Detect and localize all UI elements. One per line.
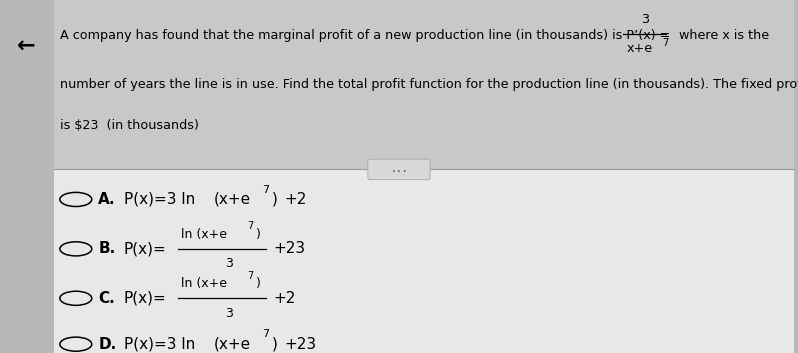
- Text: ln (x+e: ln (x+e: [181, 228, 227, 240]
- FancyBboxPatch shape: [368, 159, 430, 180]
- FancyBboxPatch shape: [54, 0, 794, 169]
- Text: P(x)=: P(x)=: [124, 241, 167, 256]
- Text: +2: +2: [284, 192, 306, 207]
- Text: ): ): [256, 277, 261, 290]
- Text: where x is the: where x is the: [679, 29, 769, 42]
- Text: 7: 7: [262, 185, 269, 195]
- Text: A company has found that the marginal profit of a new production line (in thousa: A company has found that the marginal pr…: [60, 29, 670, 42]
- Text: is $23  (in thousands): is $23 (in thousands): [60, 119, 199, 132]
- Text: P(x)=3 ln: P(x)=3 ln: [124, 192, 195, 207]
- Text: number of years the line is in use. Find the total profit function for the produ: number of years the line is in use. Find…: [60, 78, 798, 91]
- Text: ): ): [272, 337, 278, 352]
- Text: ln (x+e: ln (x+e: [181, 277, 227, 290]
- Text: +23: +23: [274, 241, 306, 256]
- Text: P(x)=: P(x)=: [124, 291, 167, 306]
- Text: 7: 7: [262, 329, 269, 339]
- Text: D.: D.: [98, 337, 117, 352]
- Text: 7: 7: [247, 271, 254, 281]
- Text: +2: +2: [274, 291, 296, 306]
- Text: A.: A.: [98, 192, 116, 207]
- Text: x+e: x+e: [626, 42, 652, 55]
- Text: ←: ←: [17, 36, 36, 56]
- Text: 3: 3: [641, 13, 649, 26]
- Text: +23: +23: [284, 337, 316, 352]
- Text: 3: 3: [225, 257, 233, 270]
- Text: 3: 3: [225, 307, 233, 319]
- Text: ): ): [272, 192, 278, 207]
- Text: (x+e: (x+e: [214, 192, 251, 207]
- FancyBboxPatch shape: [54, 169, 794, 353]
- Text: ...: ...: [390, 164, 408, 174]
- Text: ): ): [256, 228, 261, 240]
- Text: B.: B.: [98, 241, 116, 256]
- Text: P(x)=3 ln: P(x)=3 ln: [124, 337, 195, 352]
- Text: 7: 7: [662, 38, 669, 48]
- Text: (x+e: (x+e: [214, 337, 251, 352]
- Text: C.: C.: [98, 291, 115, 306]
- Text: 7: 7: [247, 221, 254, 231]
